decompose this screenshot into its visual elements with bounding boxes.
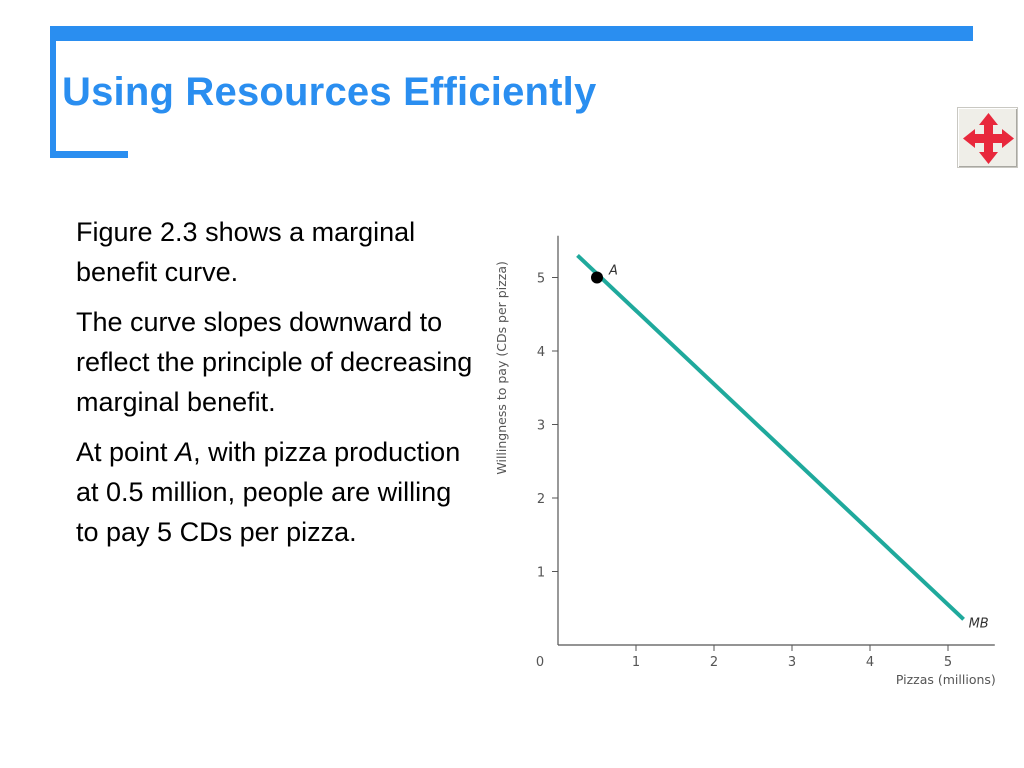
paragraph-point-a: At point A, with pizza production at 0.5…	[76, 432, 481, 552]
x-tick-label: 2	[710, 655, 718, 670]
navigation-button[interactable]	[957, 107, 1018, 168]
slide-title: Using Resources Efficiently	[62, 70, 597, 114]
paragraph-point-a-rest: , with pizza production at 0.5 million, …	[76, 437, 461, 547]
point-a-marker	[591, 271, 603, 284]
title-accent-bar	[50, 26, 973, 41]
paragraph-figure-intro: Figure 2.3 shows a marginal benefit curv…	[76, 217, 416, 287]
x-tick-label: 5	[944, 655, 952, 670]
x-tick-label: 4	[866, 655, 874, 670]
paragraph-curve-slope: The curve slopes downward to reflect the…	[76, 307, 473, 417]
series-label-mb: MB	[969, 616, 989, 631]
y-axis-title: Willingness to pay (CDs per pizza)	[494, 261, 509, 474]
y-tick-label: 4	[537, 345, 545, 360]
body-text: Figure 2.3 shows a marginal benefit curv…	[76, 212, 481, 562]
point-a-label: A	[608, 264, 618, 279]
move-arrows-icon	[963, 113, 1014, 164]
x-axis-title: Pizzas (millions)	[896, 672, 996, 687]
paragraph-point-a-lead: At point	[76, 437, 176, 467]
x-tick-label: 1	[632, 655, 640, 670]
series-line-mb	[576, 253, 965, 621]
origin-label: 0	[536, 655, 544, 670]
y-tick-label: 2	[537, 492, 545, 507]
y-tick-label: 5	[537, 272, 545, 287]
y-tick-label: 1	[537, 566, 545, 581]
point-a-reference: A	[175, 437, 194, 467]
x-tick-label: 3	[788, 655, 796, 670]
marginal-benefit-chart: 1 2 3 4 5 1 2 3 4 5 0 Pizzas (millions) Willingness…	[494, 235, 996, 687]
y-tick-label: 3	[537, 419, 545, 434]
title-accent-side-bar	[50, 26, 56, 158]
title-accent-underline	[50, 151, 128, 158]
